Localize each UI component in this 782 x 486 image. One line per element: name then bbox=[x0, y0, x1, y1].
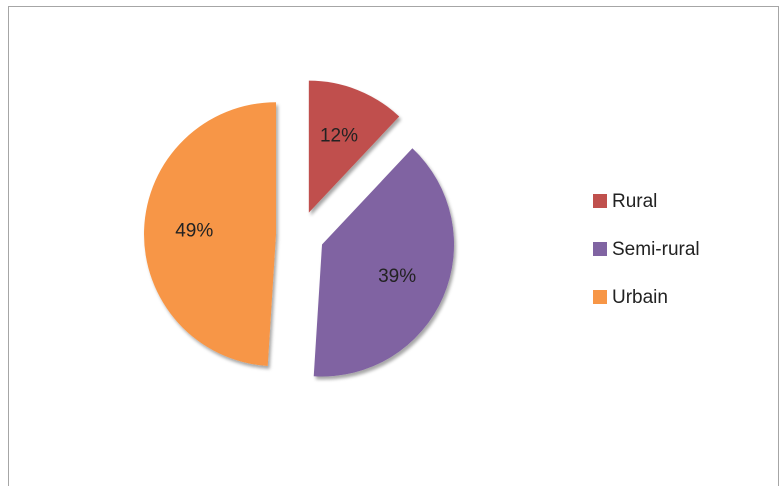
data-label: 49% bbox=[175, 221, 213, 242]
legend: Rural Semi-rural Urbain bbox=[593, 191, 700, 308]
legend-label: Rural bbox=[612, 191, 657, 212]
pie-slice bbox=[144, 102, 277, 366]
legend-label: Urbain bbox=[612, 287, 668, 308]
pie-slice bbox=[313, 148, 455, 377]
legend-swatch bbox=[593, 242, 607, 256]
legend-swatch bbox=[593, 194, 607, 208]
legend-label: Semi-rural bbox=[612, 239, 700, 260]
data-label: 39% bbox=[378, 266, 416, 287]
chart-border bbox=[8, 6, 779, 486]
legend-swatch bbox=[593, 290, 607, 304]
pie: 12% 39% 49% bbox=[144, 80, 455, 377]
data-label: 12% bbox=[320, 126, 358, 147]
pie-slice bbox=[308, 80, 400, 213]
